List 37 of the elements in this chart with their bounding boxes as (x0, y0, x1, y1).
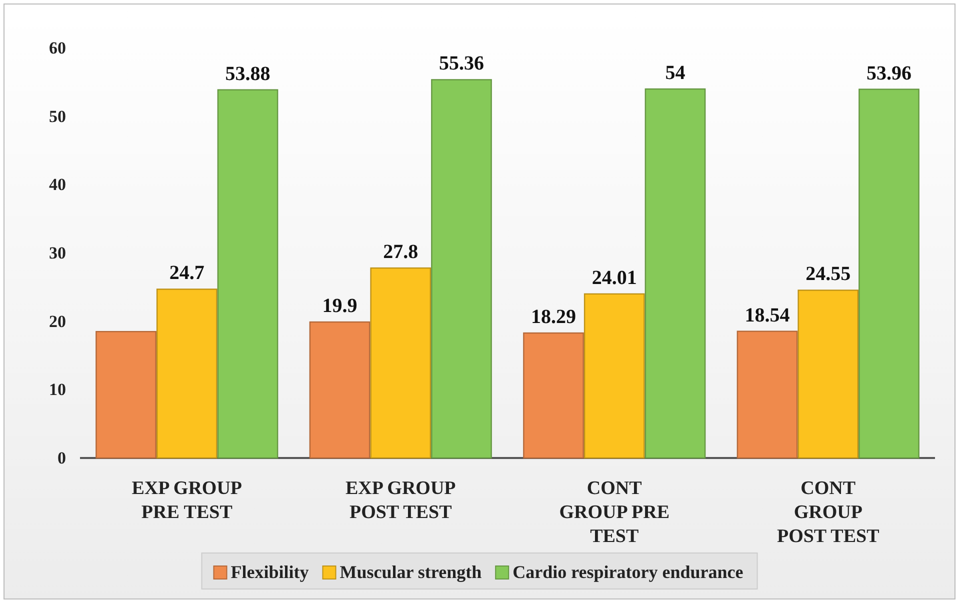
data-label: 24.55 (806, 263, 851, 286)
y-tick-label: 30 (49, 243, 66, 262)
x-tick-label: EXP GROUP POST TEST (345, 478, 456, 523)
bar (798, 290, 859, 459)
data-label: 55.36 (438, 52, 484, 75)
bar (584, 293, 645, 459)
legend-label: Cardio respiratory endurance (512, 562, 744, 582)
bar (370, 267, 432, 459)
bar (644, 88, 706, 459)
data-label: 24.01 (592, 266, 637, 289)
bar (523, 332, 584, 459)
data-label: 24.7 (169, 262, 204, 284)
data-label: 53.96 (866, 62, 912, 84)
bar (309, 321, 370, 459)
data-label: 18.29 (531, 306, 576, 328)
y-tick-label: 60 (49, 38, 66, 58)
bar (217, 89, 278, 459)
data-label: 53.88 (225, 62, 270, 85)
data-label: 54 (665, 62, 686, 84)
legend-label: Muscular strength (340, 562, 482, 582)
data-label: 27.8 (383, 241, 418, 264)
y-tick-label: 10 (49, 380, 66, 400)
y-tick-label: 50 (49, 106, 66, 126)
x-tick-label: EXP GROUP PRE TEST (132, 478, 242, 523)
x-tick-label: CONT GROUP PRE TEST (559, 478, 670, 547)
bar (431, 79, 492, 459)
x-tick-label: CONT GROUP POST TEST (776, 478, 880, 547)
bar (96, 330, 156, 459)
y-tick-label: 0 (58, 448, 66, 468)
bar (736, 330, 798, 459)
bar (858, 88, 920, 459)
bar (156, 288, 218, 459)
data-label: 19.9 (322, 295, 358, 318)
legend-label: Flexibility (230, 562, 309, 582)
data-label: 18.54 (744, 304, 790, 326)
y-tick-label: 20 (49, 312, 66, 331)
y-tick-label: 40 (49, 175, 66, 194)
